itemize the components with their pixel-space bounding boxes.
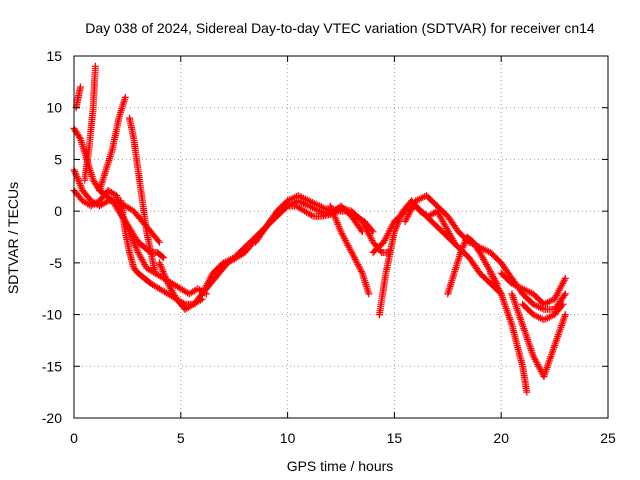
y-tick-label: 5 <box>54 151 62 167</box>
track-7 <box>126 114 159 277</box>
y-tick-label: 15 <box>46 48 62 64</box>
plot-frame <box>73 55 609 419</box>
chart-title: Day 038 of 2024, Sidereal Day-to-day VTE… <box>85 20 595 36</box>
grid <box>74 56 608 418</box>
track-6 <box>96 93 129 194</box>
track-12 <box>326 202 373 298</box>
x-tick-label: 10 <box>280 430 296 446</box>
data-markers <box>487 269 531 396</box>
y-tick-label: -5 <box>50 255 63 271</box>
y-tick-label: -10 <box>42 307 62 323</box>
data-markers <box>81 62 99 184</box>
data-markers <box>508 290 569 381</box>
track-17 <box>487 269 531 396</box>
data-markers <box>326 202 373 298</box>
y-tick-label: 10 <box>46 100 62 116</box>
data-markers <box>126 114 159 277</box>
track-5 <box>81 62 99 184</box>
y-tick-label: -20 <box>42 410 62 426</box>
x-tick-label: 25 <box>600 430 616 446</box>
data-markers <box>497 269 569 308</box>
x-axis-label: GPS time / hours <box>287 458 394 474</box>
data-markers <box>519 300 567 324</box>
data-markers <box>96 93 129 194</box>
y-tick-label: 0 <box>54 203 62 219</box>
x-tick-label: 0 <box>70 430 78 446</box>
track-20 <box>519 300 567 324</box>
x-axis-ticks: 0 5 10 15 20 25 <box>70 56 616 446</box>
track-19 <box>497 269 569 308</box>
data-points <box>70 62 569 396</box>
x-tick-label: 15 <box>387 430 403 446</box>
track-18 <box>508 290 569 381</box>
y-axis-ticks: -20 -15 -10 -5 0 5 10 15 <box>42 48 608 426</box>
y-tick-label: -15 <box>42 358 62 374</box>
y-axis-label: SDTVAR / TECUs <box>5 182 21 294</box>
x-tick-label: 20 <box>493 430 509 446</box>
x-tick-label: 5 <box>177 430 185 446</box>
